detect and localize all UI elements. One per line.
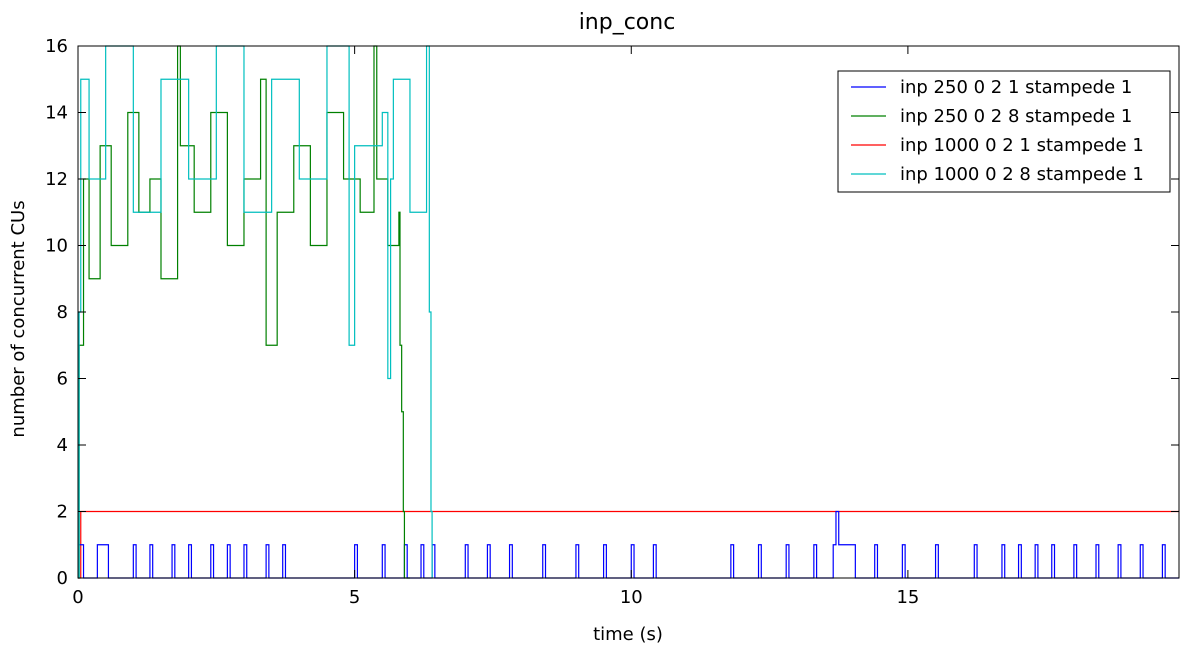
ticks-layer: 0 5 10 15 0 2 4 6 8 10 12 14 16 — [45, 36, 1179, 608]
legend-label-series-1: inp 250 0 2 1 stampede 1 — [900, 77, 1132, 98]
series-line-2 — [78, 45, 410, 579]
series-line-4 — [78, 45, 433, 579]
y-tick-label: 0 — [57, 568, 68, 589]
x-axis-label: time (s) — [593, 624, 663, 645]
y-tick-label: 4 — [57, 435, 68, 456]
chart-title: inp_conc — [579, 10, 676, 35]
y-tick-label: 10 — [45, 236, 68, 257]
x-tick-label: 0 — [72, 587, 83, 608]
y-tick-label: 16 — [45, 36, 68, 57]
x-tick-label: 5 — [349, 587, 360, 608]
y-tick-label: 8 — [57, 302, 68, 323]
legend-box — [837, 70, 1171, 193]
x-tick-label: 15 — [896, 587, 919, 608]
x-tick-label: 10 — [620, 587, 643, 608]
legend-label-series-2: inp 250 0 2 8 stampede 1 — [900, 106, 1132, 127]
series-line-3 — [78, 510, 1179, 579]
legend-label-series-4: inp 1000 0 2 8 stampede 1 — [900, 164, 1144, 185]
legend: inp 250 0 2 1 stampede 1 inp 250 0 2 8 s… — [837, 70, 1171, 193]
y-tick-label: 6 — [57, 369, 68, 390]
y-axis-label: number of concurrent CUs — [8, 200, 29, 437]
series-line-1 — [78, 510, 1179, 579]
y-tick-label: 14 — [45, 103, 68, 124]
legend-label-series-3: inp 1000 0 2 1 stampede 1 — [900, 135, 1144, 156]
y-tick-label: 2 — [57, 502, 68, 523]
y-tick-label: 12 — [45, 169, 68, 190]
